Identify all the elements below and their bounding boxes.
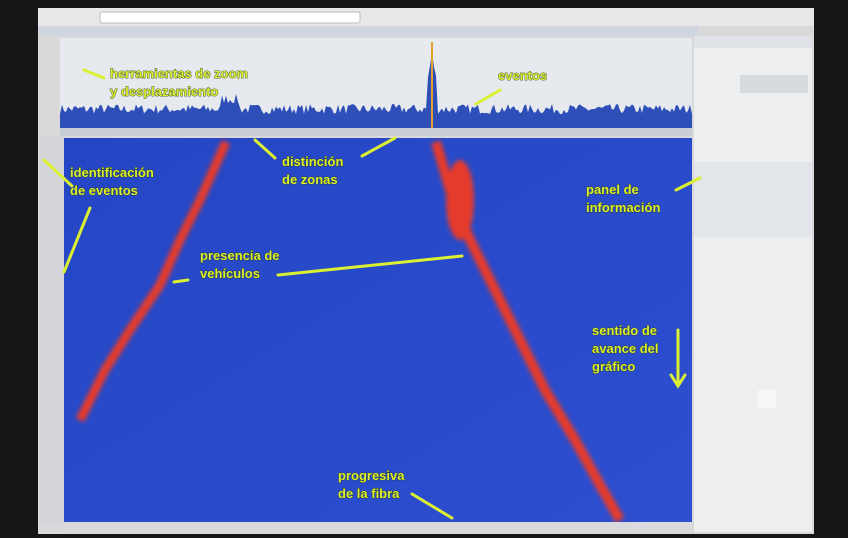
info-table xyxy=(694,162,812,237)
annotation-text: sentido de xyxy=(592,323,657,338)
info-panel-header xyxy=(694,36,812,48)
bookmarks-bar xyxy=(38,26,698,36)
pointer xyxy=(174,280,188,282)
annotation-text: herramientas de zoom xyxy=(110,66,248,81)
vehicle-cluster xyxy=(446,160,474,240)
address-bar xyxy=(100,12,360,23)
event-column xyxy=(40,136,64,526)
fiber-axis xyxy=(64,522,692,532)
photo: herramientas de zoom y desplazamiento even… xyxy=(0,0,848,538)
annotation-text: progresiva xyxy=(338,468,405,483)
page: herramientas de zoom y desplazamiento even… xyxy=(0,0,848,538)
annotation-text: panel de xyxy=(586,182,639,197)
info-widget xyxy=(758,390,776,408)
annotation-text: presencia de xyxy=(200,248,280,263)
info-panel xyxy=(694,36,812,532)
annotation-text: de la fibra xyxy=(338,486,400,501)
annotation-text: de zonas xyxy=(282,172,338,187)
annotation-text: avance del xyxy=(592,341,659,356)
annotation-text: distinción xyxy=(282,154,343,169)
annotation-text: eventos xyxy=(498,68,547,83)
annotation-text: gráfico xyxy=(592,359,635,374)
annotation-text: de eventos xyxy=(70,183,138,198)
info-button[interactable] xyxy=(740,75,808,93)
annotation-text: identificación xyxy=(70,165,154,180)
annotation-text: vehículos xyxy=(200,266,260,281)
annotation-text: y desplazamiento xyxy=(110,84,218,99)
annotation-text: información xyxy=(586,200,660,215)
zone-bar xyxy=(60,128,692,136)
